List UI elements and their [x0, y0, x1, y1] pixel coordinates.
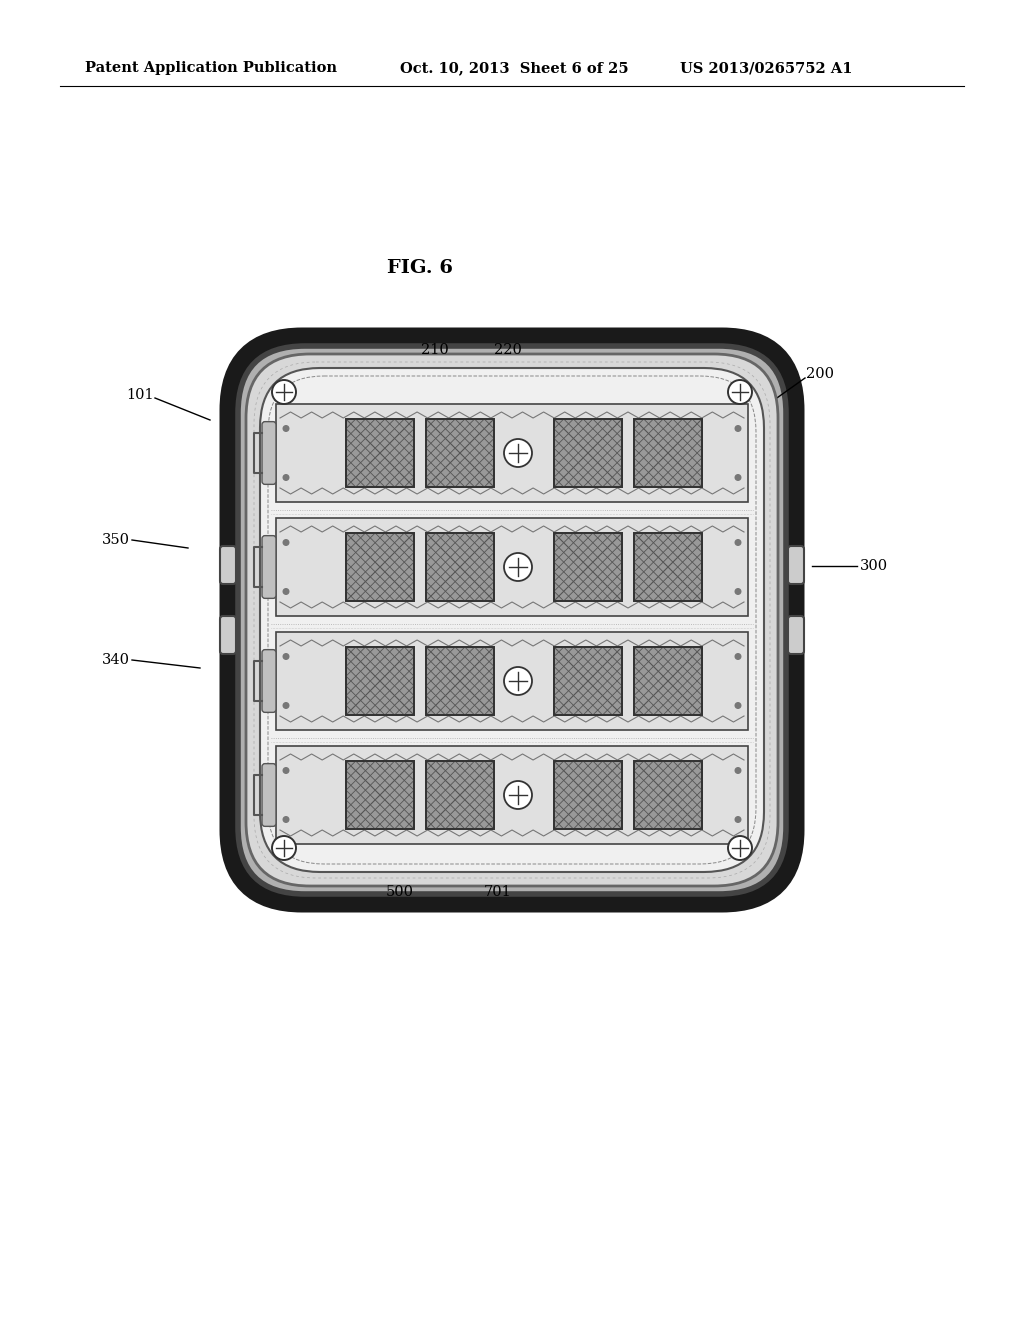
Text: US 2013/0265752 A1: US 2013/0265752 A1 [680, 61, 853, 75]
Circle shape [504, 667, 532, 696]
Text: 350: 350 [102, 533, 130, 546]
Circle shape [283, 425, 290, 432]
Text: FIG. 6: FIG. 6 [387, 259, 453, 277]
Bar [276, 404, 748, 502]
Bar [426, 418, 494, 487]
Bar [554, 762, 622, 829]
Bar [346, 762, 414, 829]
Bar [346, 647, 414, 715]
Bar [426, 647, 494, 715]
Circle shape [728, 836, 752, 861]
Bar [554, 533, 622, 601]
Text: 200: 200 [806, 367, 834, 381]
FancyBboxPatch shape [262, 649, 276, 713]
Bar [634, 762, 702, 829]
Circle shape [283, 474, 290, 480]
FancyBboxPatch shape [220, 546, 236, 583]
Bar [634, 533, 702, 601]
Circle shape [283, 587, 290, 595]
FancyBboxPatch shape [788, 546, 804, 583]
Text: 300: 300 [860, 558, 888, 573]
Circle shape [283, 702, 290, 709]
Circle shape [734, 425, 741, 432]
Bar [634, 418, 702, 487]
FancyBboxPatch shape [232, 341, 792, 900]
Bar [426, 533, 494, 601]
Text: 500: 500 [386, 884, 414, 899]
Bar [634, 647, 702, 715]
Bar [634, 762, 702, 829]
Circle shape [734, 474, 741, 480]
Bar [346, 533, 414, 601]
FancyBboxPatch shape [262, 536, 276, 598]
Bar [276, 746, 748, 843]
Circle shape [272, 380, 296, 404]
Circle shape [283, 539, 290, 546]
Bar [554, 418, 622, 487]
Text: 210: 210 [421, 343, 449, 356]
Circle shape [734, 767, 741, 774]
Circle shape [504, 781, 532, 809]
Bar [554, 647, 622, 715]
Bar [554, 418, 622, 487]
Text: 701: 701 [484, 884, 512, 899]
Bar [634, 647, 702, 715]
Bar [276, 517, 748, 616]
Bar [426, 418, 494, 487]
FancyBboxPatch shape [246, 354, 778, 886]
Circle shape [728, 380, 752, 404]
Circle shape [504, 553, 532, 581]
Text: 340: 340 [102, 653, 130, 667]
Bar [554, 647, 622, 715]
Bar [346, 533, 414, 601]
FancyBboxPatch shape [788, 616, 804, 653]
Bar [346, 418, 414, 487]
Circle shape [272, 836, 296, 861]
Bar [634, 533, 702, 601]
Bar [346, 647, 414, 715]
Bar [346, 762, 414, 829]
Bar [554, 762, 622, 829]
Bar [554, 533, 622, 601]
Bar [426, 762, 494, 829]
Text: 101: 101 [126, 388, 154, 403]
Circle shape [734, 587, 741, 595]
Bar [426, 762, 494, 829]
Circle shape [283, 816, 290, 822]
FancyBboxPatch shape [262, 421, 276, 484]
Bar [276, 632, 748, 730]
Circle shape [283, 767, 290, 774]
Circle shape [734, 653, 741, 660]
Circle shape [734, 539, 741, 546]
Bar [346, 418, 414, 487]
Bar [426, 533, 494, 601]
FancyBboxPatch shape [220, 616, 236, 653]
FancyBboxPatch shape [260, 368, 764, 873]
Text: Patent Application Publication: Patent Application Publication [85, 61, 337, 75]
Circle shape [283, 653, 290, 660]
Bar [634, 418, 702, 487]
FancyBboxPatch shape [238, 346, 786, 894]
Circle shape [734, 702, 741, 709]
Text: 220: 220 [494, 343, 522, 356]
Bar [426, 647, 494, 715]
Circle shape [734, 816, 741, 822]
Text: Oct. 10, 2013  Sheet 6 of 25: Oct. 10, 2013 Sheet 6 of 25 [400, 61, 629, 75]
FancyBboxPatch shape [262, 764, 276, 826]
Circle shape [504, 440, 532, 467]
